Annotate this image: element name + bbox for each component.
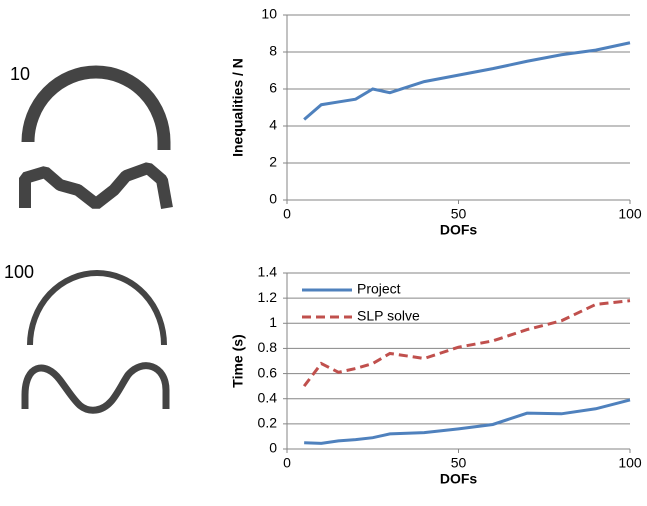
arch-fine (27, 270, 167, 346)
x-tick-label: 100 (618, 206, 642, 222)
y-axis-label: Inequalities / N (230, 58, 246, 157)
data-line (303, 41, 631, 121)
y-tick-label: 10 (261, 6, 277, 22)
y-tick-label: 0 (269, 440, 277, 456)
arch-coarse (21, 65, 171, 150)
y-tick-label: 1.4 (258, 264, 278, 280)
x-tick-label: 50 (451, 455, 467, 471)
y-tick-label: 0.2 (258, 415, 278, 431)
wave-fine (21, 362, 170, 414)
x-axis-label: DOFs (440, 471, 478, 487)
y-tick-label: 0.8 (258, 339, 278, 355)
y-tick-label: 2 (269, 154, 277, 170)
x-tick-label: 100 (618, 455, 642, 471)
y-tick-label: 1.2 (258, 289, 278, 305)
y-tick-label: 6 (269, 80, 277, 96)
wave-coarse (19, 162, 173, 210)
y-axis-label: Time (s) (230, 334, 246, 387)
y-tick-label: 0.6 (258, 364, 278, 380)
y-tick-label: 1 (269, 314, 277, 330)
legend-label: SLP solve (357, 308, 420, 324)
y-tick-label: 0 (269, 191, 277, 207)
x-axis-label: DOFs (440, 222, 478, 238)
panel-label: 100 (4, 262, 34, 282)
data-line (304, 398, 631, 445)
x-tick-label: 0 (283, 206, 291, 222)
panel-label: 10 (10, 64, 30, 84)
data-line (302, 299, 631, 388)
y-tick-label: 4 (269, 117, 277, 133)
x-tick-label: 0 (283, 455, 291, 471)
legend-label: Project (357, 281, 401, 297)
y-tick-label: 0.4 (258, 389, 278, 405)
y-tick-label: 8 (269, 43, 277, 59)
x-tick-label: 50 (451, 206, 467, 222)
